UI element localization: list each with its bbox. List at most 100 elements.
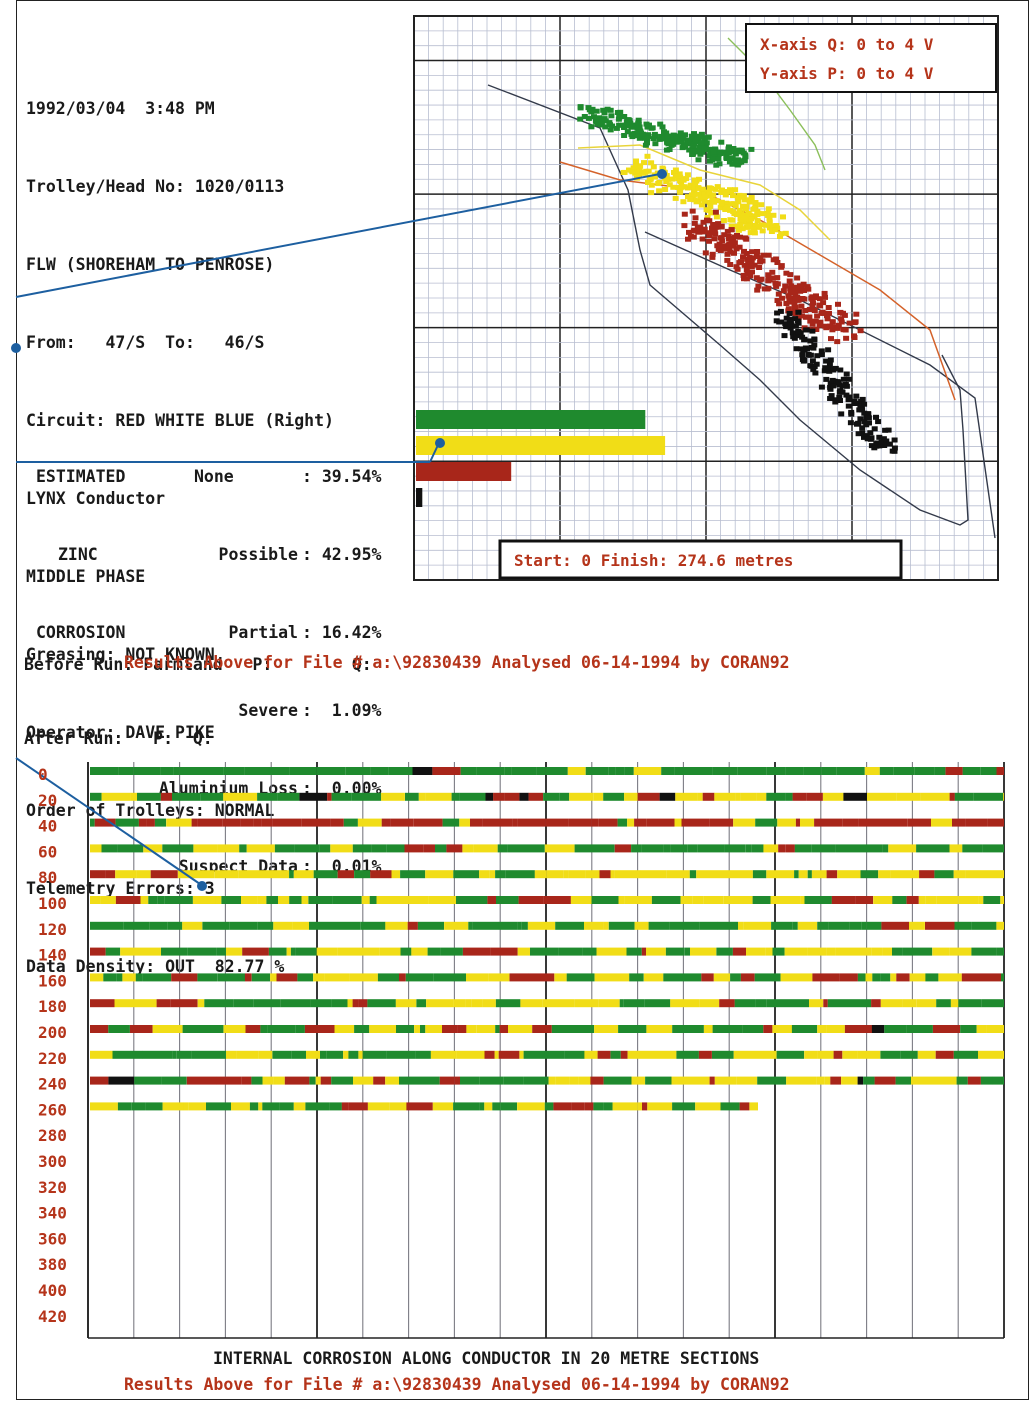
point-partial [811,308,818,313]
point-possible [732,187,739,193]
point-partial [744,271,751,276]
point-severe [891,445,898,451]
point-severe [812,370,819,376]
strip-segment [291,1050,306,1059]
strip-segment [468,921,473,930]
point-possible [739,226,746,232]
point-none [627,121,634,127]
strip-row-label: 300 [38,1152,67,1171]
point-possible [755,223,762,229]
point-partial [821,290,828,296]
strip-segment [646,818,675,827]
strip-segment [916,999,937,1008]
strip-segment [143,844,163,853]
strip-segment [96,767,119,775]
strip-segment [362,1050,387,1059]
point-severe [818,348,825,354]
point-possible [735,227,742,233]
strip-segment [849,921,862,930]
point-possible [636,168,643,174]
strip-segment [266,896,278,904]
strip-segment [495,999,521,1008]
strip-segment [485,792,494,801]
point-severe [853,393,860,399]
strip-segment [318,921,335,930]
strip-segment [1001,973,1004,982]
point-possible [742,206,749,212]
strip-segment [756,792,767,801]
strip-segment [446,844,463,853]
callout-dot [11,343,21,353]
point-possible [684,185,691,191]
point-possible [708,210,715,216]
strip-segment [690,947,717,956]
strip-segment [476,1025,496,1033]
point-severe [808,363,815,369]
strip-segment [615,767,625,775]
point-possible [765,206,772,212]
strip-segment [278,896,290,904]
strip-segment [665,947,685,956]
strip-segment [624,792,631,801]
strip-segment [546,870,564,879]
strip-segment [456,896,481,904]
point-none [656,136,663,142]
strip-segment [785,844,795,853]
estimate-label-line: ZINC [58,545,98,564]
point-partial [786,278,793,284]
point-partial [765,272,772,278]
strip-segment [865,973,873,982]
strip-segment [670,999,679,1008]
strip-segment [752,870,767,879]
strip-segment [258,1102,263,1111]
point-partial [700,219,707,225]
strip-segment [623,999,645,1008]
strip-segment [197,973,218,982]
point-partial [702,250,709,256]
strip-segment [911,1076,940,1085]
strip-segment [334,1025,355,1033]
point-severe [803,327,810,333]
strip-segment [780,973,794,982]
point-partial [835,322,842,328]
strip-segment [593,1102,604,1111]
strip-segment [844,1025,872,1033]
strip-segment [90,896,101,904]
point-partial [681,211,688,217]
point-possible [734,224,740,229]
strip-segment [800,896,805,904]
strip-segment [127,1050,143,1059]
point-none [690,143,697,149]
strip-segment [794,973,813,982]
point-partial [821,323,828,329]
point-none [698,140,705,146]
strip-segment [330,844,353,853]
point-partial [696,229,703,235]
strip-segment [326,1050,344,1059]
strip-segment [807,870,812,879]
strip-segment [454,1076,460,1085]
strip-segment [123,921,150,930]
point-none [662,136,669,142]
strip-segment [150,870,178,879]
strip-segment [217,973,245,982]
strip-segment [304,1025,335,1033]
point-none [688,133,695,139]
strip-segment [763,1025,773,1033]
strip-segment [804,896,832,904]
point-severe [836,394,843,400]
strip-segment [879,818,908,827]
point-partial [710,222,717,227]
strip-segment [661,767,675,775]
strip-segment [757,1076,787,1085]
strip-segment [717,921,738,930]
strip-segment [425,870,454,879]
strip-segment [117,844,133,853]
strip-segment [641,947,647,956]
strip-segment [934,870,954,879]
strip-segment [978,1050,1004,1059]
point-possible [766,216,773,222]
strip-segment [914,767,935,775]
point-none [645,134,652,139]
point-none [600,107,607,113]
